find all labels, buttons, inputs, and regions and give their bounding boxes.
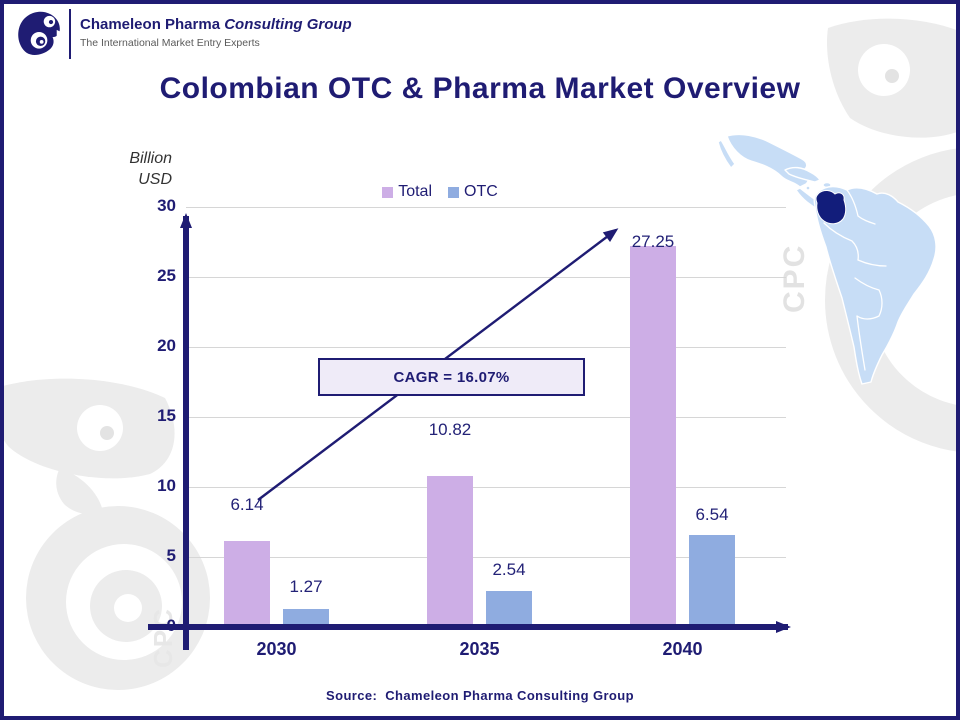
value-label: 1.27 [289,577,323,596]
x-tick-label: 2035 [459,639,500,659]
value-label: 27.25 [631,232,675,251]
header: Chameleon Pharma Consulting Group The In… [0,0,960,68]
cagr-label: CAGR = 16.07% [393,368,510,386]
chameleon-logo-icon [18,11,63,55]
source-note: Source: Chameleon Pharma Consulting Grou… [326,688,634,703]
bar-otc-2035 [486,591,532,627]
legend-label: OTC [464,183,498,200]
page-title: Colombian OTC & Pharma Market Overview [159,72,801,105]
value-label: 10.82 [428,420,472,439]
x-tick-label: 2040 [662,639,703,659]
legend-item-total: Total [382,183,432,201]
bar-total-2040 [630,245,676,627]
brand-tagline: The International Market Entry Experts [80,37,260,49]
y-tick-label: 0 [166,616,176,635]
brand-text: Chameleon Pharma Consulting Group The In… [80,16,352,52]
cpc-watermark-text: CPC [148,607,178,668]
latin-america-map [717,133,937,385]
logo-divider [69,9,71,59]
gridline [186,276,786,278]
bar-total-2035 [427,475,473,627]
gridline [186,416,786,418]
axis-unit-label: Billion USD [129,150,172,188]
y-tick-label: 25 [157,266,176,285]
y-tick-label: 20 [157,336,176,355]
legend-swatch [382,186,394,198]
y-tick-label: 5 [166,546,176,565]
value-label: 6.14 [230,495,264,514]
legend: Total OTC [340,183,540,201]
legend-item-otc: OTC [448,183,498,201]
legend-label: Total [398,183,432,200]
y-tick-label: 30 [157,196,176,215]
y-tick-label: 15 [157,406,176,425]
value-label: 6.54 [695,505,729,524]
cagr-annotation-box: CAGR = 16.07% [318,358,585,396]
x-tick-label: 2030 [256,639,297,659]
bar-total-2030 [224,541,270,627]
bar-otc-2030 [283,609,329,627]
gridline [186,486,786,488]
brand-name: Chameleon Pharma [80,16,221,33]
value-label: 2.54 [492,560,526,579]
gridline [186,556,786,558]
legend-swatch [448,186,459,198]
gridline [186,206,786,208]
gridline [186,346,786,348]
cpc-watermark-text: CPC [778,244,811,313]
y-tick-label: 10 [157,476,176,495]
brand-name-italic: Consulting Group [224,16,352,33]
bar-otc-2040 [689,535,735,627]
colombia-highlight [815,190,847,225]
